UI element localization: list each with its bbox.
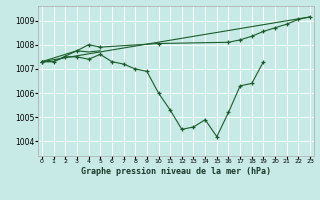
X-axis label: Graphe pression niveau de la mer (hPa): Graphe pression niveau de la mer (hPa) <box>81 167 271 176</box>
